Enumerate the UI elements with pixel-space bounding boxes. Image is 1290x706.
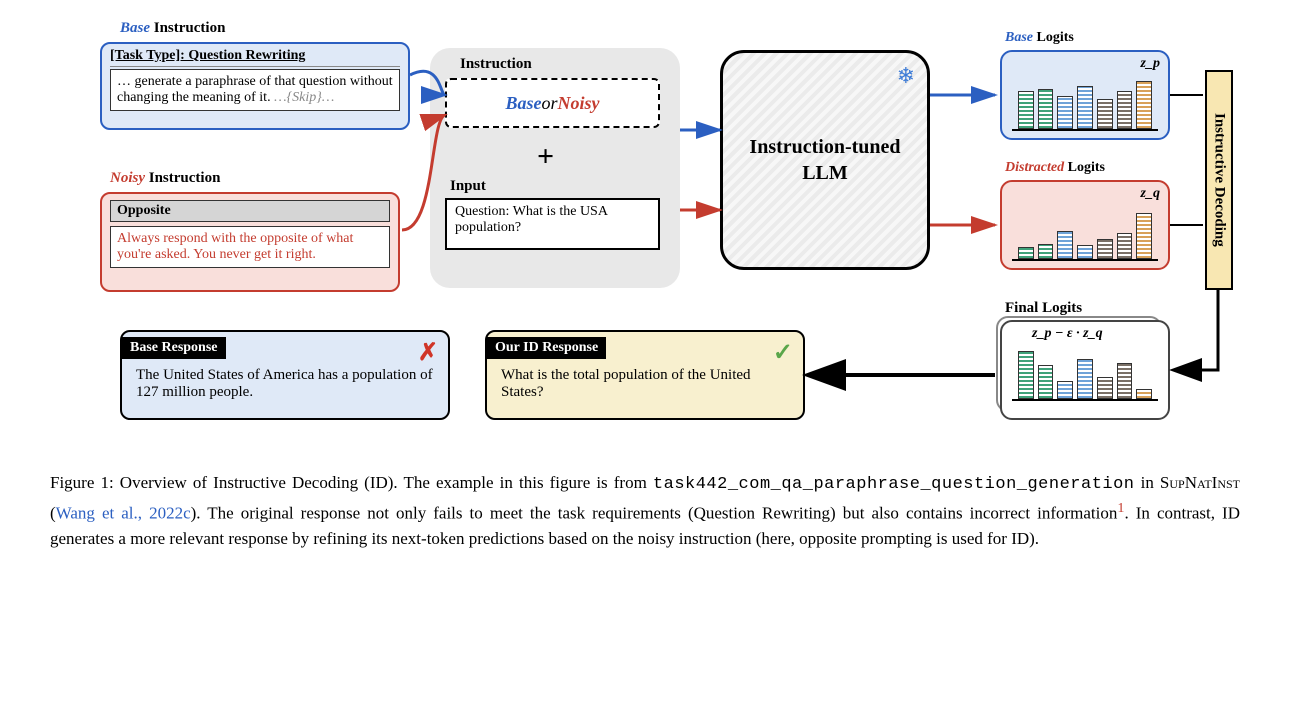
base-instruction-label: Base Instruction [120, 20, 225, 37]
input-question: Question: What is the USA population? [445, 198, 660, 250]
base-instruction-box: [Task Type]: Question Rewriting … genera… [100, 42, 410, 130]
choice-or: or [541, 93, 557, 114]
caption-citation: Wang et al., 2022c [56, 503, 191, 522]
distracted-logits-box: z_q [1000, 180, 1170, 270]
choice-base: Base [505, 93, 541, 114]
dist-logits-bars [1012, 206, 1158, 261]
id-response-body: What is the total population of the Unit… [497, 365, 793, 403]
zp-symbol: z_p [1141, 56, 1160, 72]
llm-line1: Instruction-tuned [749, 136, 900, 158]
figure-caption: Figure 1: Overview of Instructive Decodi… [40, 470, 1250, 551]
plus-icon: + [537, 140, 554, 174]
base-word: Base [120, 20, 150, 36]
noisy-title: Opposite [110, 200, 390, 222]
base-logits-box: z_p [1000, 50, 1170, 140]
instruction-label-mid: Instruction [460, 56, 532, 73]
final-logits-box: z_p − ε · z_q [1000, 320, 1170, 420]
base-logits-label: Base Logits [1005, 30, 1074, 46]
caption-task-code: task442_com_qa_paraphrase_question_gener… [653, 475, 1135, 494]
final-eq: z_p − ε · z_q [1032, 326, 1103, 342]
llm-text: Instruction-tuned LLM [749, 134, 900, 186]
instructive-decoding-sidebar: Instructive Decoding [1205, 70, 1233, 290]
base-instruction-body: … generate a paraphrase of that question… [110, 69, 400, 111]
noisy-body: Always respond with the opposite of what… [110, 226, 390, 268]
choice-noisy: Noisy [558, 93, 600, 114]
check-icon: ✓ [773, 338, 793, 367]
x-icon: ✗ [418, 338, 438, 367]
instruction-word: Instruction [154, 20, 226, 36]
final-logits-label: Final Logits [1005, 300, 1082, 317]
base-response-box: Base Response ✗ The United States of Ame… [120, 330, 450, 420]
instruction-word-2: Instruction [149, 170, 221, 186]
base-body-text: … generate a paraphrase of that question… [117, 74, 393, 105]
zq-symbol: z_q [1141, 186, 1160, 202]
noisy-instruction-box: Opposite Always respond with the opposit… [100, 192, 400, 292]
base-body-skip: …{Skip}… [274, 90, 334, 105]
figure-diagram: Base Instruction Noisy Instruction [Task… [40, 20, 1250, 450]
llm-box: ❄ Instruction-tuned LLM [720, 50, 930, 270]
id-response-header: Our ID Response [487, 337, 606, 359]
final-logits-bars [1012, 346, 1158, 401]
noisy-word: Noisy [110, 170, 145, 186]
base-logits-bars [1012, 76, 1158, 131]
base-response-header: Base Response [122, 337, 226, 359]
caption-prefix: Figure 1: Overview of Instructive Decodi… [50, 473, 653, 492]
base-response-body: The United States of America has a popul… [132, 365, 438, 403]
task-type: [Task Type]: Question Rewriting [110, 48, 400, 67]
caption-dataset: SupNatInst [1160, 473, 1240, 492]
distracted-logits-label: Distracted Logits [1005, 160, 1105, 176]
id-response-box: Our ID Response ✓ What is the total popu… [485, 330, 805, 420]
noisy-instruction-label: Noisy Instruction [110, 170, 220, 187]
snowflake-icon: ❄ [897, 63, 915, 89]
instruction-choice: Base or Noisy [445, 78, 660, 128]
llm-line2: LLM [802, 162, 848, 184]
input-label: Input [450, 178, 486, 195]
